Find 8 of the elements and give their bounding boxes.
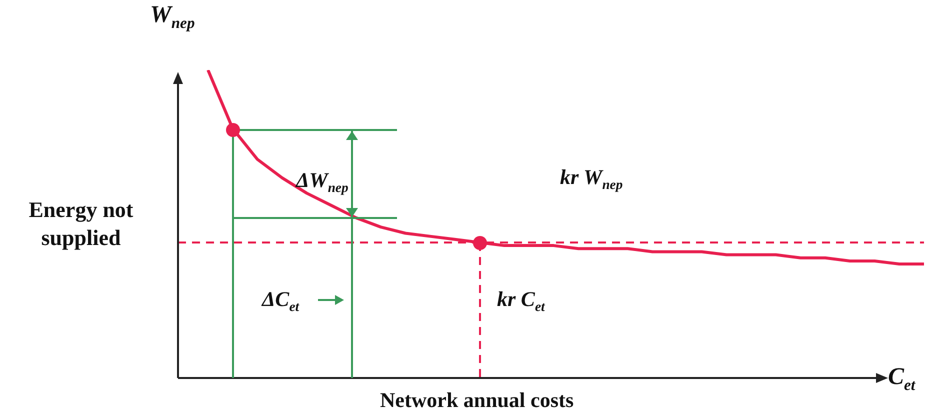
annotation: kr C$_{et}$ [497, 287, 545, 316]
x-axis-title: Network annual costs [380, 388, 574, 413]
y-axis-title: Energy not supplied [28, 196, 134, 252]
annotation: ΔW$_{nep}$ [296, 168, 348, 196]
text: W$_{nep}$ [150, 2, 195, 33]
annotation: ΔC$_{et}$ [262, 287, 300, 316]
annotation: C$_{et}$ [888, 364, 916, 395]
annotation: kr W$_{nep}$ [560, 165, 623, 194]
